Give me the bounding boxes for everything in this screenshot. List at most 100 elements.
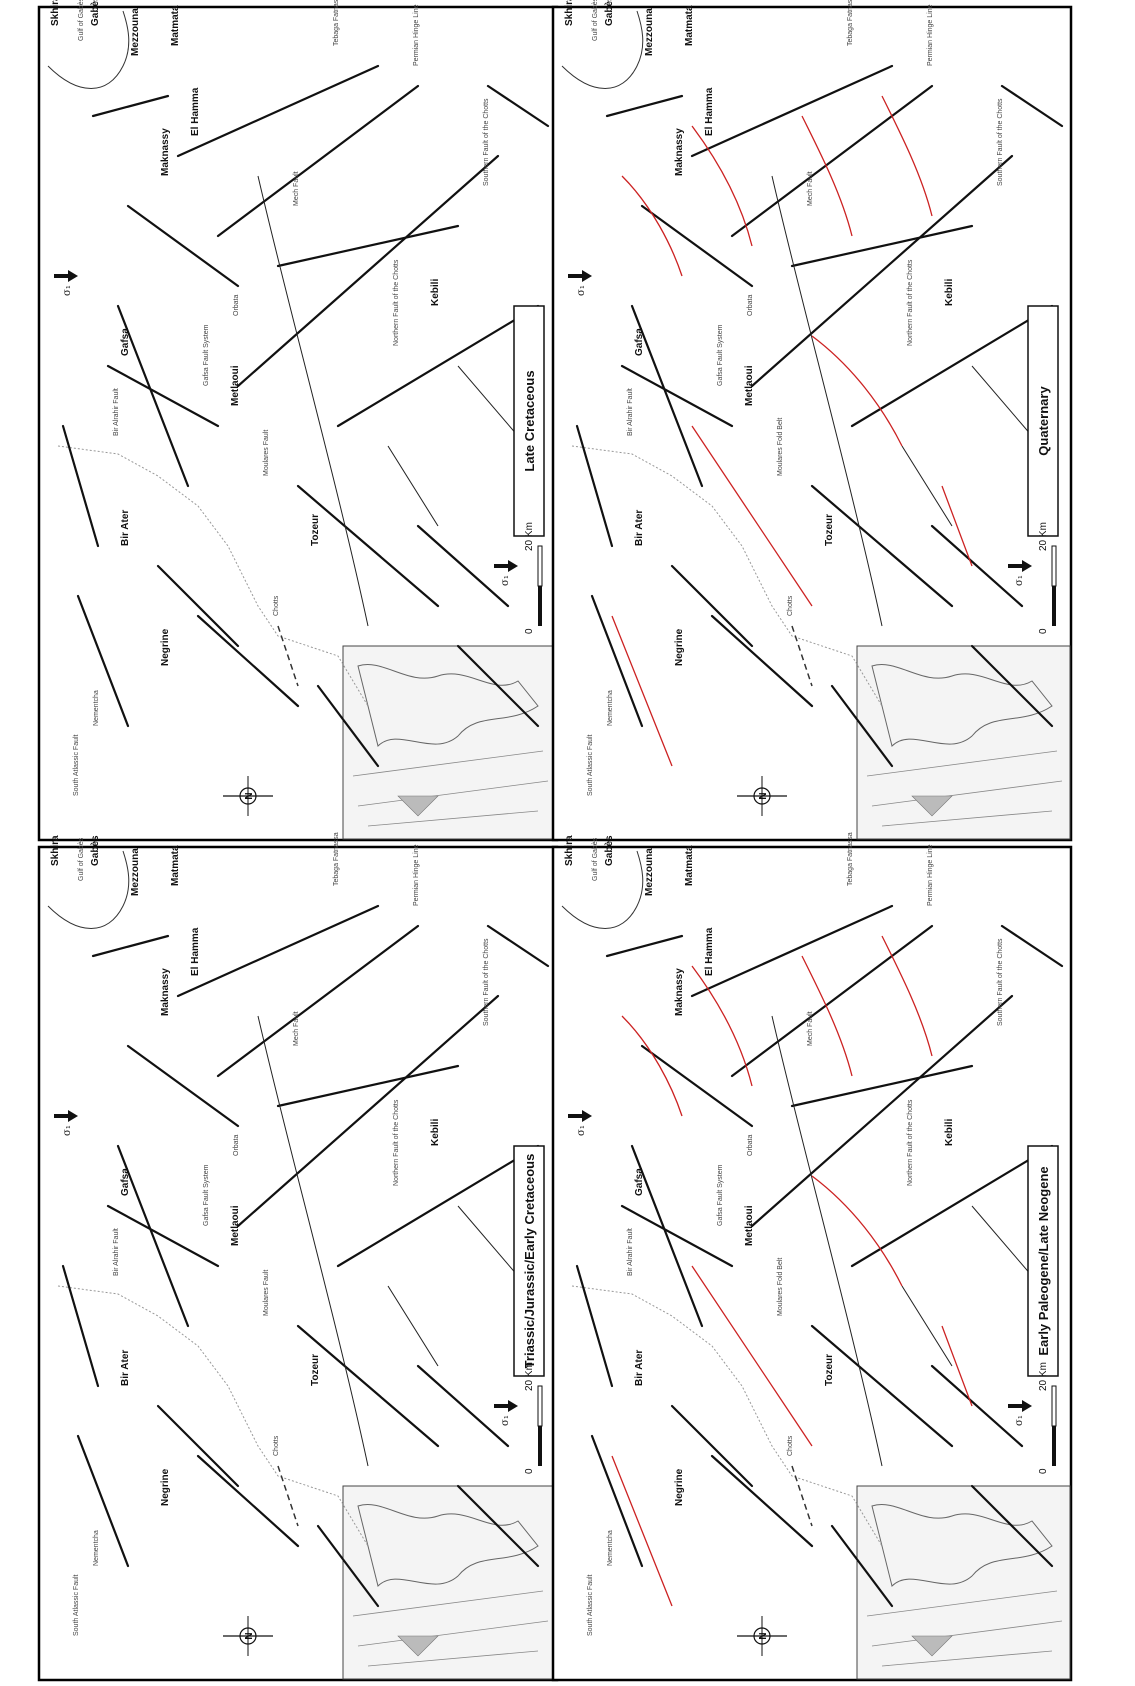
sigma-label: σ₁ <box>576 1125 587 1136</box>
fold-axis <box>691 965 753 1087</box>
place-label-negrine: Negrine <box>160 1468 171 1506</box>
sigma-label: σ₁ <box>500 575 511 586</box>
structure-label-orbata: Orbata <box>747 1134 754 1156</box>
scale-bar: 0 20 Km <box>1038 522 1057 634</box>
fault-line <box>730 924 934 1078</box>
fault-line <box>850 1144 1054 1268</box>
fault-line <box>196 1454 300 1548</box>
place-label-kebili: Kebili <box>430 279 441 306</box>
fold-axis <box>941 485 973 567</box>
fault-line <box>61 1264 100 1388</box>
place-label-skhira: Skhira <box>564 0 575 26</box>
fault-line <box>416 1364 510 1448</box>
fault-line <box>116 304 190 488</box>
inset-location-map <box>342 1485 557 1680</box>
fault-line <box>176 904 380 998</box>
place-label-el_hamma: El Hamma <box>190 87 201 136</box>
fault-line <box>276 1064 460 1108</box>
fault-line <box>590 594 644 728</box>
fault-line <box>670 1404 754 1488</box>
fault-line <box>620 364 734 428</box>
place-label-matmata: Matmata <box>684 5 695 46</box>
fault-line <box>575 1264 614 1388</box>
thin-fault <box>901 445 953 527</box>
place-label-metlaoui: Metlaoui <box>744 365 755 406</box>
north-label: N <box>758 792 769 799</box>
place-label-matmata: Matmata <box>170 845 181 886</box>
structure-label-mech_fault: Mech Fault <box>293 171 300 206</box>
sigma-label: σ₁ <box>1014 1415 1025 1426</box>
structure-label-mech_fault: Mech Fault <box>807 1011 814 1046</box>
fault-line <box>61 424 100 548</box>
structure-label-permian_hinge_line: Permian Hinge Line <box>413 844 420 906</box>
fault-line <box>930 1364 1024 1448</box>
structure-label-mech_fault: Mech Fault <box>293 1011 300 1046</box>
fault-line <box>316 1524 380 1608</box>
fault-line <box>830 1524 894 1608</box>
fold-axes <box>611 95 973 767</box>
inset-location-map <box>856 1485 1071 1680</box>
stress-arrow <box>1008 560 1032 572</box>
structure-label-chotts: Chotts <box>273 595 280 616</box>
period-title-box: Triassic/Jurassic/Early Cretaceous <box>513 1145 545 1377</box>
stress-arrow <box>54 1110 78 1122</box>
scale-distance-label: 20 Km <box>1038 1362 1049 1391</box>
structure-label-bir_alrahir_fault: Bir Alrahir Fault <box>113 1228 120 1276</box>
structure-label-gafsa_fault_system: Gafsa Fault System <box>203 1164 210 1226</box>
place-label-negrine: Negrine <box>674 628 685 666</box>
fold-axis <box>811 335 903 447</box>
scale-bar: 0 20 Km <box>524 522 543 634</box>
structure-label-tebaga_fatnassa: Tebaga Fatnassa <box>333 832 340 886</box>
fault-line <box>486 924 550 968</box>
structure-label-gafsa_fault_system: Gafsa Fault System <box>717 324 724 386</box>
fault-line <box>1000 84 1064 128</box>
fault-line <box>630 1144 704 1328</box>
fault-line <box>605 94 684 118</box>
structure-label-tebaga_fatnassa: Tebaga Fatnassa <box>847 832 854 886</box>
thin-fault <box>971 1205 1033 1277</box>
fault-line <box>710 1454 814 1548</box>
place-label-maknassy: Maknassy <box>674 968 685 1016</box>
scale-distance-label: 20 Km <box>524 522 535 551</box>
fault-line <box>605 934 684 958</box>
fault-line <box>276 224 460 268</box>
sigma-label: σ₁ <box>1014 575 1025 586</box>
fold-axis <box>881 95 933 217</box>
structure-label-bir_alrahir_fault: Bir Alrahir Fault <box>627 388 634 436</box>
place-label-tozeur: Tozeur <box>824 1354 835 1386</box>
place-label-bir_ater: Bir Ater <box>634 1350 645 1386</box>
scale-distance-label: 20 Km <box>524 1362 535 1391</box>
fault-lines <box>575 904 1064 1608</box>
structure-label-gulf_of_gabes: Gulf of Gabès <box>592 837 599 881</box>
place-label-gafsa: Gafsa <box>120 1168 131 1196</box>
north-arrow: N <box>223 776 273 816</box>
place-label-bir_ater: Bir Ater <box>120 1350 131 1386</box>
gulf-coastline <box>561 10 644 89</box>
structure-label-south_atlassic_fault: South Atlassic Fault <box>587 734 594 796</box>
fault-line <box>670 564 754 648</box>
structure-label-orbata: Orbata <box>233 294 240 316</box>
fold-axis <box>621 1015 683 1117</box>
thin-fault <box>387 1285 439 1367</box>
fault-line <box>640 1044 754 1128</box>
fault-line <box>106 364 220 428</box>
fold-axes <box>611 935 973 1607</box>
structure-label-tebaga_fatnassa: Tebaga Fatnassa <box>333 0 340 46</box>
place-label-metlaoui: Metlaoui <box>230 365 241 406</box>
fold-axis <box>611 615 673 767</box>
structure-label-moulares: Moulares Fold Belt <box>777 1258 784 1316</box>
scale-bar: 0 20 Km <box>1038 1362 1057 1474</box>
structure-label-southern_fault_chotts: Southern Fault of the Chotts <box>997 938 1004 1026</box>
fold-axis <box>691 425 813 607</box>
place-label-el_hamma: El Hamma <box>704 87 715 136</box>
place-label-maknassy: Maknassy <box>160 968 171 1016</box>
structure-label-southern_fault_chotts: Southern Fault of the Chotts <box>483 98 490 186</box>
fold-axis <box>811 1175 903 1287</box>
structure-label-gafsa_fault_system: Gafsa Fault System <box>203 324 210 386</box>
fault-line <box>730 84 934 238</box>
place-label-negrine: Negrine <box>160 628 171 666</box>
place-label-tozeur: Tozeur <box>824 514 835 546</box>
scale-zero-label: 0 <box>1038 1468 1049 1474</box>
place-label-matmata: Matmata <box>684 845 695 886</box>
thin-fault <box>257 1015 369 1467</box>
